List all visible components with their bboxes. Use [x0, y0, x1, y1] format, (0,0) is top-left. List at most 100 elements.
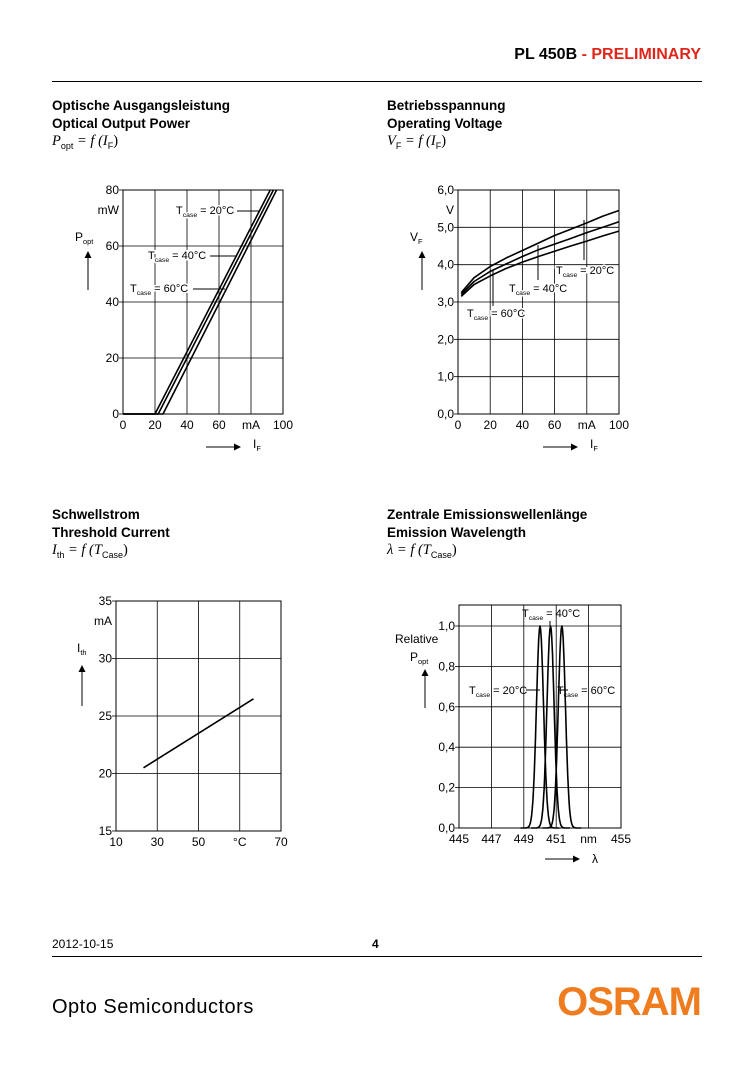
formula-close: ): [441, 133, 447, 149]
preliminary-label: - PRELIMINARY: [577, 46, 701, 63]
formula-rest: = f (T: [64, 542, 102, 558]
x-tick-label: 100: [273, 418, 293, 432]
series-label: Tcase = 20°C: [176, 205, 234, 219]
series-label: Tcase = 40°C: [148, 250, 206, 264]
series-label: Tcase = 40°C: [509, 283, 567, 297]
formula-optical-output: Popt = f (IF): [52, 133, 118, 151]
x-tick-label: 100: [609, 418, 629, 432]
x-tick-label: 40: [516, 418, 530, 432]
caption-line-english: Optical Output Power: [52, 116, 191, 131]
caption-line-english: Operating Voltage: [387, 116, 503, 131]
x-tick-label: 30: [151, 835, 165, 849]
page-header-title: PL 450B - PRELIMINARY: [514, 46, 701, 64]
y-tick-label: 6,0: [437, 183, 454, 197]
y-tick-label: 20: [106, 351, 120, 365]
formula-sub2: Case: [101, 549, 123, 560]
x-tick-label: 20: [148, 418, 162, 432]
caption-line-german: Zentrale Emissionswellenlänge: [387, 507, 588, 522]
x-tick-label: mA: [242, 418, 260, 432]
y-axis-label: Popt: [410, 650, 429, 666]
caption-line-german: Betriebsspannung: [387, 98, 506, 113]
y-tick-label: 0,2: [438, 781, 455, 795]
formula-threshold-current: Ith = f (TCase): [52, 542, 128, 560]
caption-threshold-current: Schwellstrom Threshold Current: [52, 506, 170, 542]
formula-rest: = f (T: [393, 542, 431, 558]
series-line: [460, 209, 620, 294]
series-line: [520, 625, 560, 829]
y-tick-label: 4,0: [437, 258, 454, 272]
x-tick-label: 447: [481, 832, 501, 846]
formula-emission-wavelength: λ = f (TCase): [387, 542, 457, 560]
plot-frame: [115, 600, 282, 832]
caption-line-english: Threshold Current: [52, 525, 170, 540]
product-name: PL 450B: [514, 46, 578, 63]
plot-frame: [458, 604, 622, 829]
x-tick-label: 40: [180, 418, 194, 432]
x-tick-label: 455: [611, 832, 631, 846]
formula-var: V: [387, 133, 396, 149]
x-tick-label: 445: [449, 832, 469, 846]
caption-line-english: Emission Wavelength: [387, 525, 527, 540]
x-tick-label: 60: [212, 418, 226, 432]
formula-sub: th: [56, 549, 65, 560]
y-tick-label: 0,6: [438, 700, 455, 714]
y-tick-label: 0,0: [437, 407, 454, 421]
series-label: Tcase = 60°C: [557, 685, 615, 699]
x-axis-arrowhead: [573, 855, 580, 863]
page-number: 4: [372, 937, 379, 951]
y-tick-label: 1,0: [438, 619, 455, 633]
caption-line-german: Schwellstrom: [52, 507, 140, 522]
x-tick-label: 50: [192, 835, 206, 849]
series-label: Tcase = 20°C: [469, 685, 527, 699]
x-axis-label: IF: [253, 437, 261, 453]
y-tick-label: 3,0: [437, 295, 454, 309]
formula-close: ): [122, 542, 128, 558]
series-line: [542, 625, 582, 829]
footer-divider: [52, 956, 702, 957]
x-tick-label: °C: [233, 835, 247, 849]
header-divider: [52, 81, 702, 82]
x-axis-arrowhead: [571, 443, 578, 451]
formula-rest: = f (I: [401, 133, 436, 149]
series-label: Tcase = 20°C: [556, 265, 614, 279]
y-tick-label: 35: [99, 594, 113, 608]
series-line: [123, 189, 278, 415]
formula-sub2: Case: [430, 549, 452, 560]
plot-frame: [457, 189, 620, 415]
formula-var: I: [52, 542, 57, 558]
y-tick-label: 0,4: [438, 740, 455, 754]
caption-operating-voltage: Betriebsspannung Operating Voltage: [387, 97, 506, 133]
caption-optical-output: Optische Ausgangsleistung Optical Output…: [52, 97, 230, 133]
y-tick-label: 60: [106, 239, 120, 253]
y-axis-arrowhead: [78, 665, 86, 672]
y-tick-label: 2,0: [437, 332, 454, 346]
formula-sub2: F: [107, 140, 114, 151]
x-tick-label: 0: [455, 418, 462, 432]
y-tick-label: 5,0: [437, 220, 454, 234]
formula-var: P: [52, 133, 61, 149]
y-axis-arrowhead: [421, 669, 429, 676]
x-axis-arrowhead: [234, 443, 241, 451]
y-tick-label: 80: [106, 183, 120, 197]
y-axis-label: Ith: [77, 641, 87, 657]
y-unit-label: mW: [98, 203, 120, 217]
y-tick-label: 25: [99, 709, 113, 723]
y-tick-label: 0,0: [438, 821, 455, 835]
formula-close: ): [451, 542, 457, 558]
chart-2: 10 30 50 °C 70 15 20 25 30 35 mA Ith: [77, 594, 288, 849]
x-tick-label: 60: [548, 418, 562, 432]
y-tick-label: 20: [99, 767, 113, 781]
y-tick-label: 40: [106, 295, 120, 309]
y-tick-label: 0,8: [438, 659, 455, 673]
y-axis-arrowhead: [418, 251, 426, 258]
x-tick-label: 10: [109, 835, 123, 849]
y-tick-label: 30: [99, 652, 113, 666]
x-tick-label: 451: [546, 832, 566, 846]
x-tick-label: mA: [578, 418, 596, 432]
y-axis-label: Popt: [75, 230, 94, 246]
y-unit-label: mA: [94, 614, 112, 628]
formula-sub: opt: [60, 140, 74, 151]
formula-var: λ: [387, 542, 394, 558]
chart-0: 0 20 40 60 mA 100 0 20 40 60 80 mW Popt IF Tcase = 20°…: [75, 183, 293, 453]
